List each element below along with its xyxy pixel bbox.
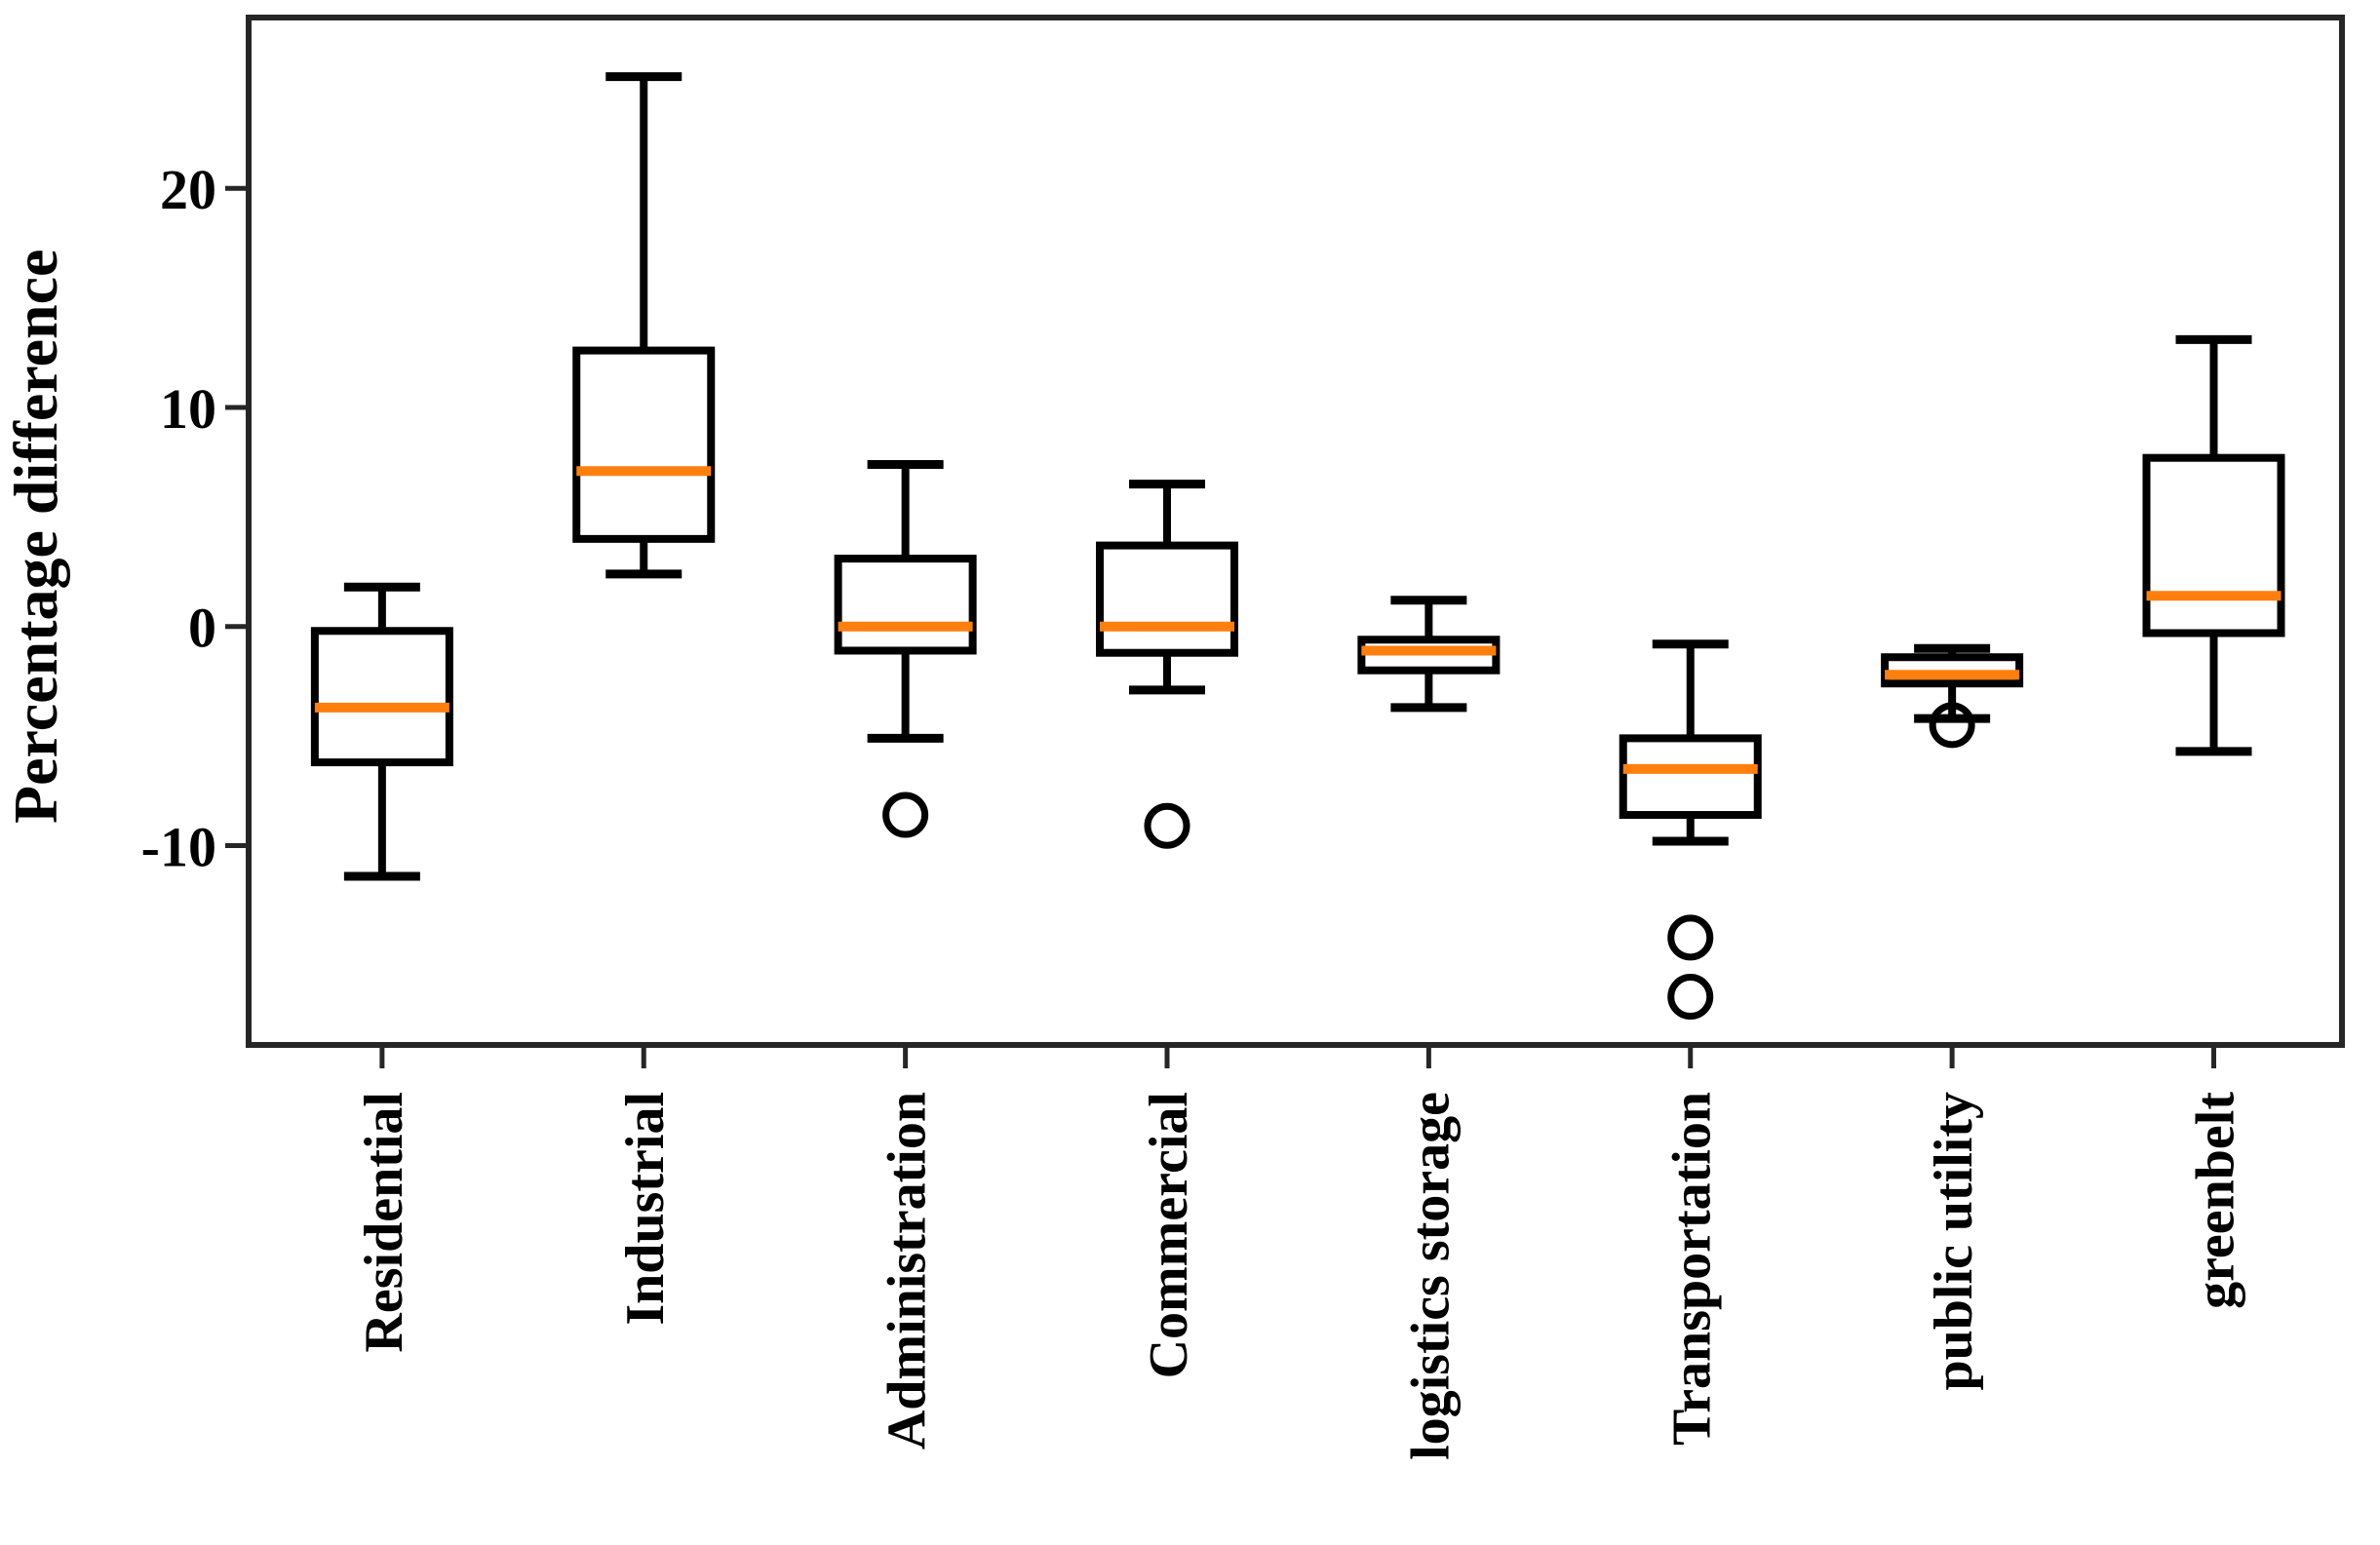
iqr-box-greenbelt (2142, 453, 2285, 637)
iqr-box-industrial (572, 346, 716, 543)
plot-frame (246, 15, 2345, 1048)
outlier-marker-commercial (1144, 802, 1190, 849)
outlier-marker-transportation (1667, 974, 1714, 1021)
y-tick-label: 0 (188, 597, 216, 660)
x-tick-label-administration: Administration (878, 1092, 938, 1449)
x-tick-label-industrial: Industrial (615, 1092, 676, 1326)
x-tick-label-residential: Residential (354, 1092, 414, 1353)
iqr-box-commercial (1095, 541, 1238, 657)
iqr-box-transportation (1619, 734, 1762, 820)
iqr-box-residential (310, 627, 453, 767)
x-tick-label-logistics-storage: logistics storage (1400, 1092, 1461, 1460)
x-tick-label-public-utility: public utility (1924, 1092, 1984, 1391)
x-tick-label-greenbelt: greenbelt (2185, 1092, 2245, 1309)
y-tick-label: -10 (141, 815, 216, 878)
x-tick-label-commercial: Commercial (1139, 1092, 1199, 1378)
x-tick-label-transportation: Transportation (1662, 1092, 1723, 1446)
y-tick-label: 10 (160, 377, 216, 441)
outlier-marker-public-utility (1929, 702, 1975, 749)
iqr-box-administration (834, 555, 977, 655)
y-tick-label: 20 (160, 158, 216, 221)
outlier-marker-administration (882, 792, 929, 838)
y-axis-title: Percentage difference (1, 250, 70, 824)
outlier-marker-transportation (1667, 914, 1714, 961)
